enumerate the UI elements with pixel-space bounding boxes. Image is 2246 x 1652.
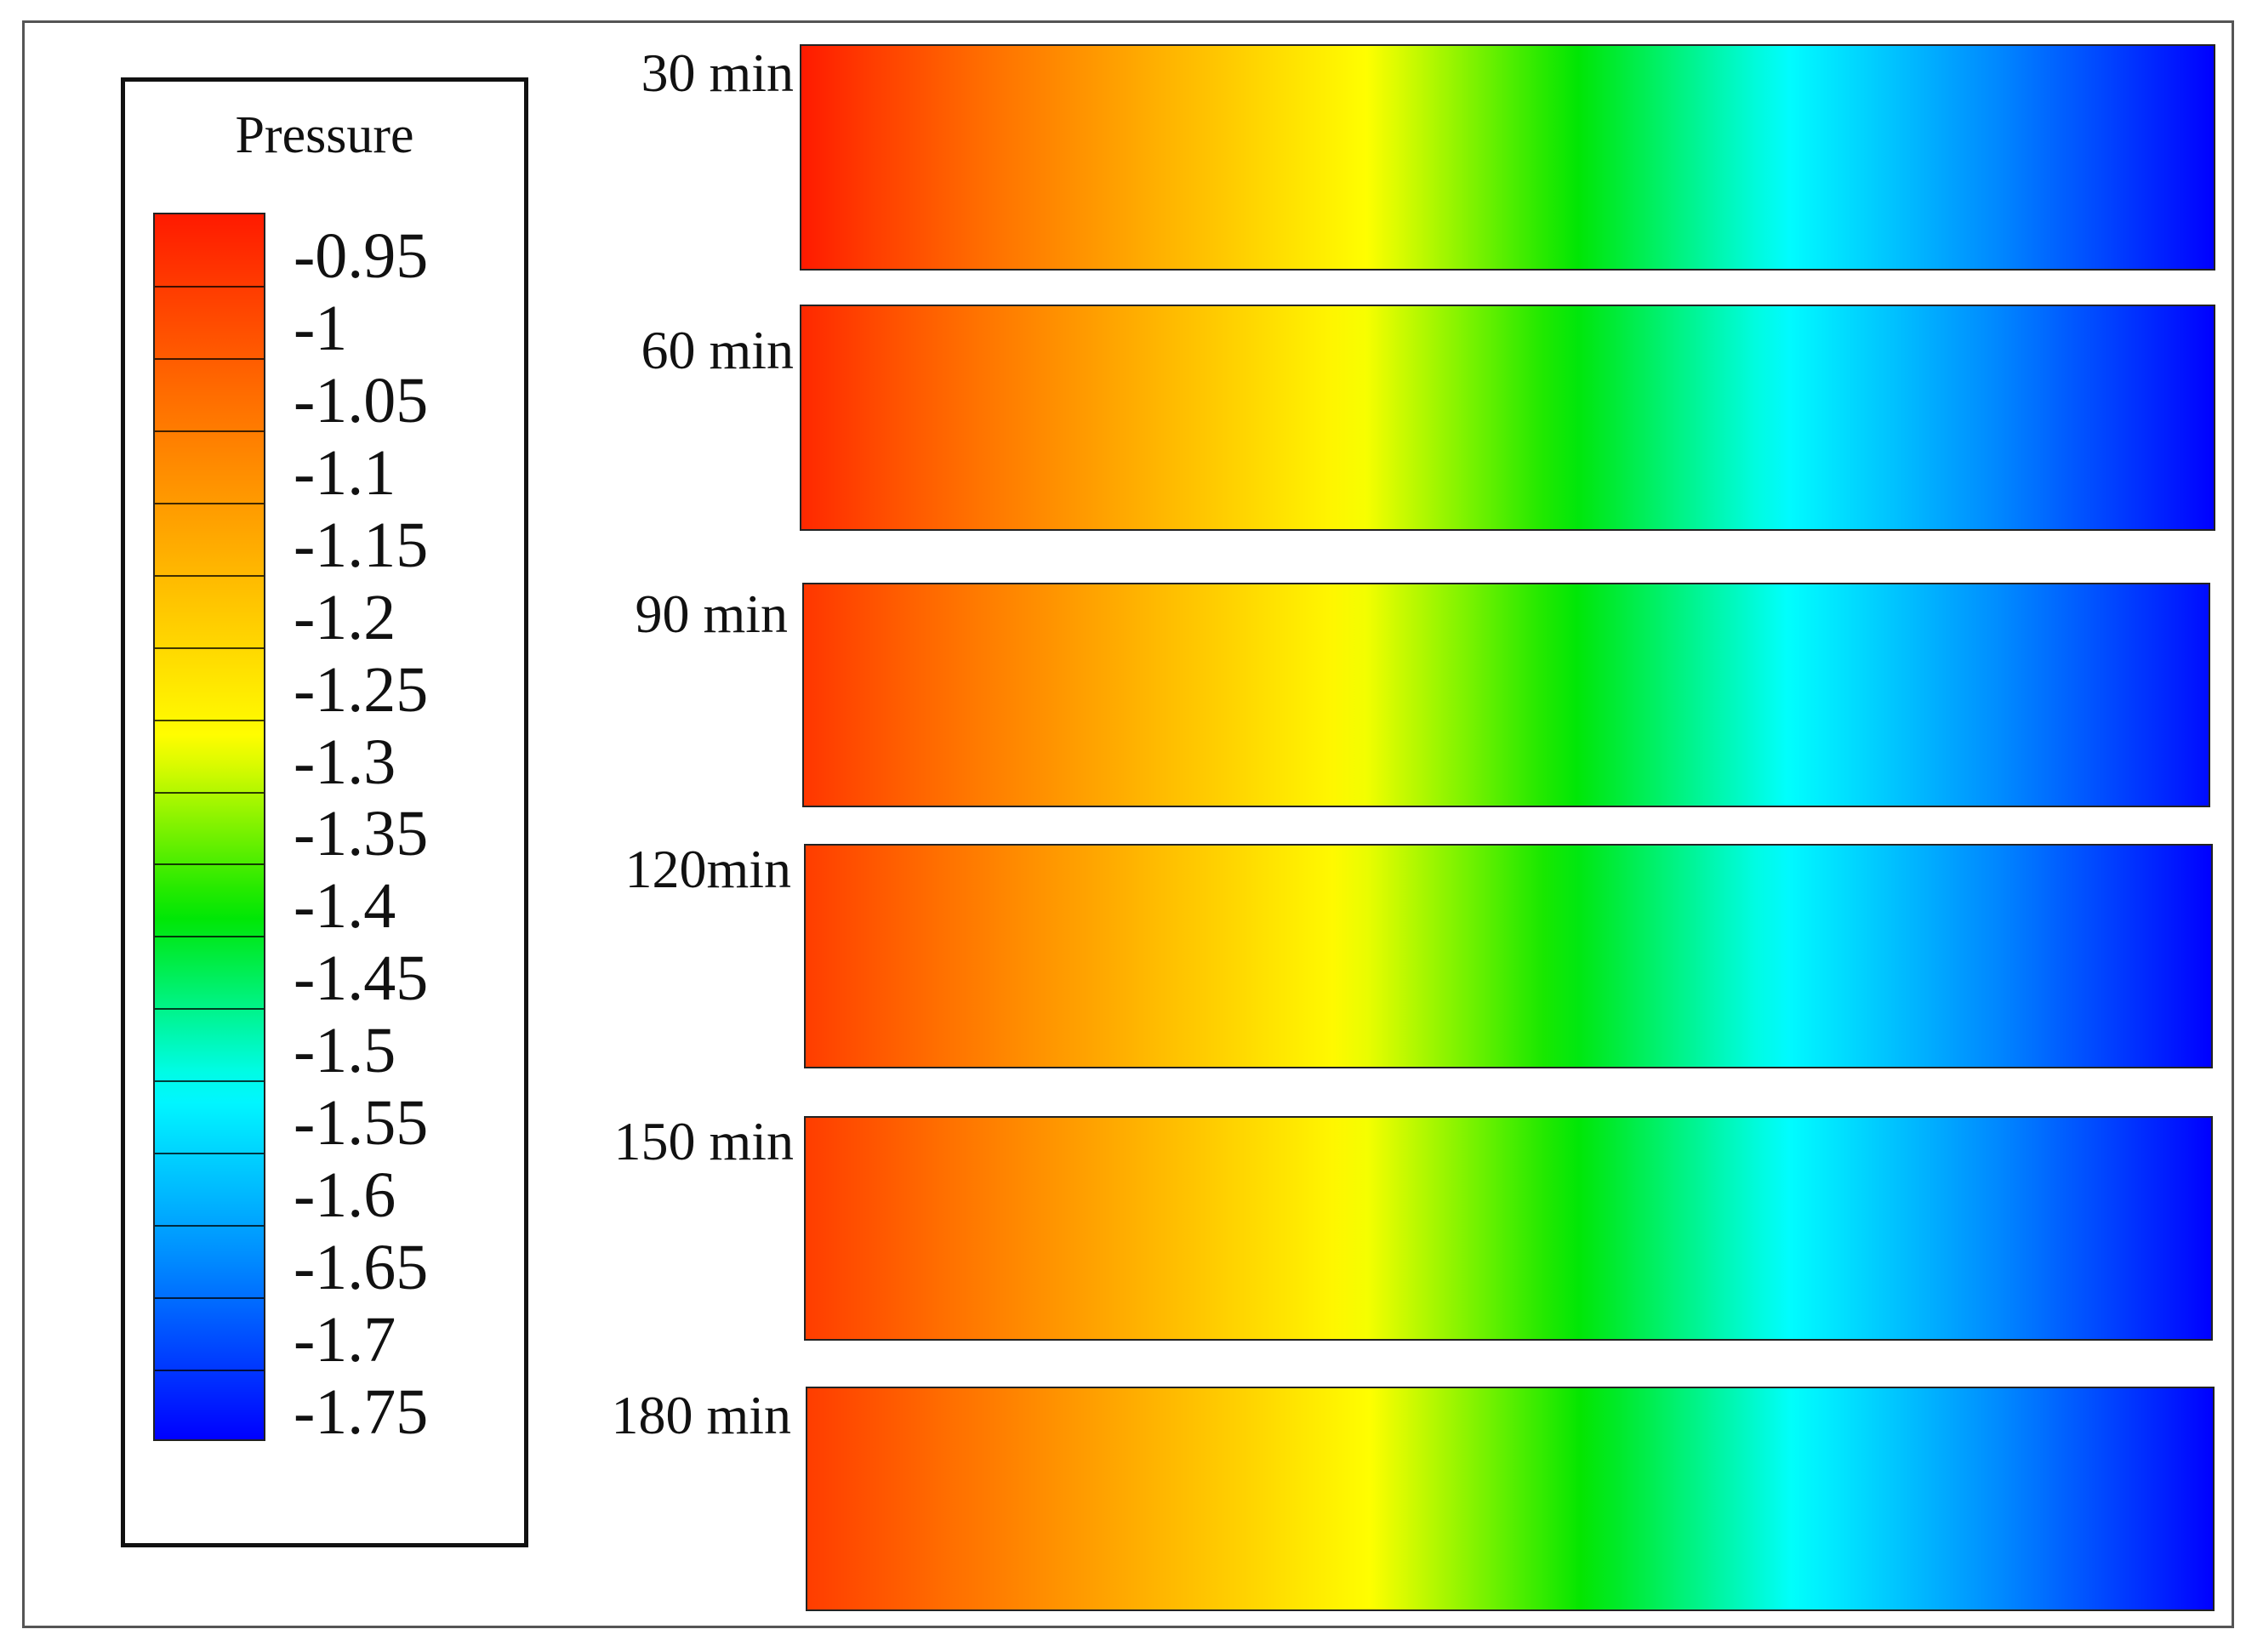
figure-frame — [22, 20, 2234, 1628]
pressure-field-fill — [801, 306, 2214, 529]
colorbar-level-line — [155, 936, 264, 938]
pressure-field-panel — [806, 1387, 2215, 1611]
colorbar-level-line — [155, 1225, 264, 1228]
colorbar-level-line — [155, 285, 264, 288]
pressure-field-fill — [806, 1118, 2211, 1339]
colorbar-tick-label: -1.5 — [294, 1015, 396, 1087]
colorbar-level-line — [155, 863, 264, 866]
colorbar-tick-label: -1 — [294, 292, 348, 364]
colorbar-tick-label: -1.45 — [294, 943, 429, 1015]
colorbar-levels — [155, 214, 264, 1439]
panel-time-label: 90 min — [635, 584, 788, 644]
colorbar-level-line — [155, 357, 264, 360]
legend-title: Pressure — [235, 106, 414, 164]
colorbar-level-line — [155, 719, 264, 721]
colorbar-tick-label: -1.7 — [294, 1304, 396, 1376]
pressure-field-panel — [804, 1116, 2213, 1341]
colorbar-tick-label: -1.15 — [294, 509, 429, 581]
colorbar-tick-label: -1.3 — [294, 726, 396, 798]
colorbar-level-line — [155, 647, 264, 649]
panel-time-label: 150 min — [613, 1111, 794, 1171]
colorbar-tick-label: -1.55 — [294, 1087, 429, 1159]
colorbar-level-line — [155, 791, 264, 794]
pressure-field-panel — [800, 44, 2215, 271]
colorbar-level-line — [155, 1080, 264, 1083]
pressure-field-panel — [800, 305, 2215, 531]
pressure-field-panel — [802, 583, 2210, 807]
colorbar-tick-label: -1.05 — [294, 364, 429, 436]
colorbar-tick-label: -1.75 — [294, 1376, 429, 1449]
colorbar-level-line — [155, 1370, 264, 1372]
panel-time-label: 180 min — [611, 1385, 791, 1445]
colorbar-tick-label: -1.2 — [294, 581, 396, 653]
colorbar-level-line — [155, 574, 264, 577]
pressure-field-panel — [804, 844, 2213, 1068]
colorbar-level-line — [155, 1153, 264, 1155]
colorbar — [153, 213, 265, 1441]
panel-time-label: 120min — [624, 839, 791, 899]
legend-box — [121, 77, 528, 1547]
pressure-field-fill — [806, 846, 2211, 1067]
colorbar-level-line — [155, 502, 264, 504]
pressure-field-fill — [807, 1388, 2213, 1609]
colorbar-tick-label: -1.35 — [294, 798, 429, 870]
colorbar-level-line — [155, 430, 264, 432]
colorbar-tick-label: -1.25 — [294, 653, 429, 726]
colorbar-tick-label: -1.1 — [294, 436, 396, 509]
panel-time-label: 30 min — [641, 43, 794, 103]
colorbar-tick-label: -1.6 — [294, 1159, 396, 1232]
colorbar-tick-label: -1.4 — [294, 870, 396, 943]
colorbar-tick-label: -1.65 — [294, 1232, 429, 1304]
colorbar-level-line — [155, 1008, 264, 1011]
colorbar-level-line — [155, 1297, 264, 1300]
pressure-field-fill — [801, 46, 2214, 269]
panel-time-label: 60 min — [641, 320, 794, 380]
colorbar-tick-label: -0.95 — [294, 219, 429, 292]
pressure-field-fill — [804, 584, 2209, 806]
